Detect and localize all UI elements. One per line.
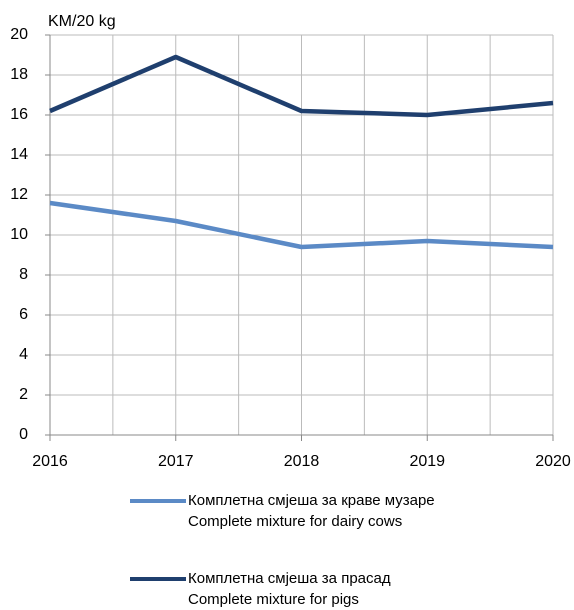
legend-swatch — [130, 499, 186, 503]
x-tick-label: 2020 — [535, 453, 571, 470]
legend-swatch — [130, 577, 186, 581]
y-tick-label: 8 — [19, 266, 28, 283]
y-tick-label: 20 — [10, 26, 28, 43]
y-tick-label: 12 — [10, 186, 28, 203]
y-tick-label: 4 — [19, 346, 28, 363]
chart: KM/20 kg 0 2 4 6 8 10 12 14 16 18 20 2016 2017 2018 20… — [10, 13, 571, 470]
series-line — [49, 54, 554, 118]
x-tick-label: 2019 — [409, 453, 445, 470]
y-tick-label: 16 — [10, 106, 28, 123]
x-tick-label: 2016 — [32, 453, 68, 470]
series-line — [49, 200, 554, 250]
y-tick-label: 6 — [19, 306, 28, 323]
y-axis-label: KM/20 kg — [48, 13, 116, 30]
y-tick-label: 18 — [10, 66, 28, 83]
y-tick-label: 2 — [19, 386, 28, 403]
x-tick-label: 2017 — [158, 453, 194, 470]
legend-label: Комплетна смјеша за краве музаре Complet… — [188, 492, 435, 530]
x-tick-label: 2018 — [284, 453, 320, 470]
y-tick-label: 14 — [10, 146, 28, 163]
legend-label: Комплетна смјеша за прасад Complete mixt… — [188, 570, 391, 608]
legend-item: Комплетна смјеша за прасад Complete mixt… — [130, 568, 391, 610]
legend-item: Комплетна смјеша за краве музаре Complet… — [130, 490, 435, 532]
y-tick-label: 0 — [19, 426, 28, 443]
y-tick-label: 10 — [10, 226, 28, 243]
